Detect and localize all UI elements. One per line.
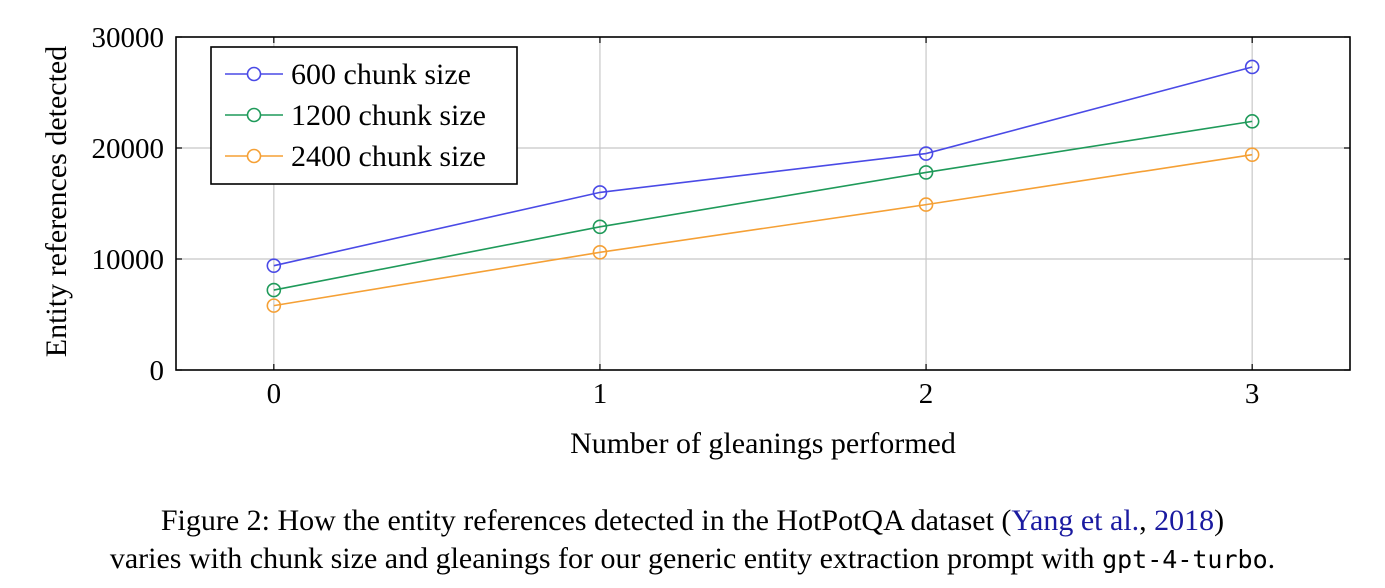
data-point [592, 219, 608, 235]
caption-text: varies with chunk size and gleanings for… [109, 542, 1103, 575]
caption-line-2: varies with chunk size and gleanings for… [0, 540, 1385, 579]
series-line [273, 153, 1253, 307]
y-axis-label: Entity references detected [40, 46, 73, 357]
series-layer [266, 59, 1260, 313]
data-point [1244, 114, 1260, 129]
y-tick-label: 30000 [92, 22, 165, 54]
line-chart: 0 1 2 3 0 10000 20000 30000 Number of gleanings… [40, 22, 1351, 460]
series-line [273, 120, 1253, 291]
tick-labels: 0 1 2 3 0 10000 20000 30000 [92, 22, 1350, 410]
data-point [1244, 59, 1260, 75]
x-tick-label: 1 [593, 378, 608, 410]
data-point [918, 165, 934, 180]
data-point [266, 258, 282, 273]
data-point [592, 185, 608, 200]
citation-separator: , [1139, 504, 1155, 537]
legend-label: 600 chunk size [291, 58, 471, 91]
x-axis-label: Number of gleanings performed [570, 427, 956, 460]
legend-marker [246, 148, 262, 164]
caption-text-end: . [1267, 542, 1276, 575]
citation-year-link[interactable]: 2018 [1154, 504, 1215, 537]
y-tick-label: 10000 [92, 244, 165, 276]
legend-label: 2400 chunk size [291, 140, 486, 173]
series-line [273, 66, 1253, 267]
citation-authors-link[interactable]: Yang et al. [1011, 504, 1140, 537]
data-point [1244, 147, 1260, 162]
plot-frame [175, 36, 1351, 371]
data-point [266, 298, 282, 313]
legend: 600 chunk size 1200 chunk size 2400 chunk … [210, 46, 518, 185]
data-point [918, 146, 934, 161]
caption-text: Figure 2: How the entity references dete… [160, 504, 1012, 537]
legend-label: 1200 chunk size [291, 99, 486, 132]
model-name-code: gpt-4-turbo [1102, 545, 1268, 574]
data-point [266, 282, 282, 298]
legend-marker [246, 66, 262, 82]
caption-line-1: Figure 2: How the entity references dete… [0, 502, 1385, 540]
legend-marker [246, 107, 262, 123]
data-point [918, 197, 934, 212]
x-tick-label: 2 [919, 378, 934, 410]
caption-text-end: ) [1214, 504, 1225, 537]
x-tick-label: 3 [1245, 378, 1260, 410]
y-tick-label: 0 [150, 355, 165, 387]
figure-caption: Figure 2: How the entity references dete… [0, 502, 1385, 579]
data-point [592, 245, 608, 260]
x-tick-label: 0 [267, 378, 282, 410]
y-tick-label: 20000 [92, 133, 165, 165]
